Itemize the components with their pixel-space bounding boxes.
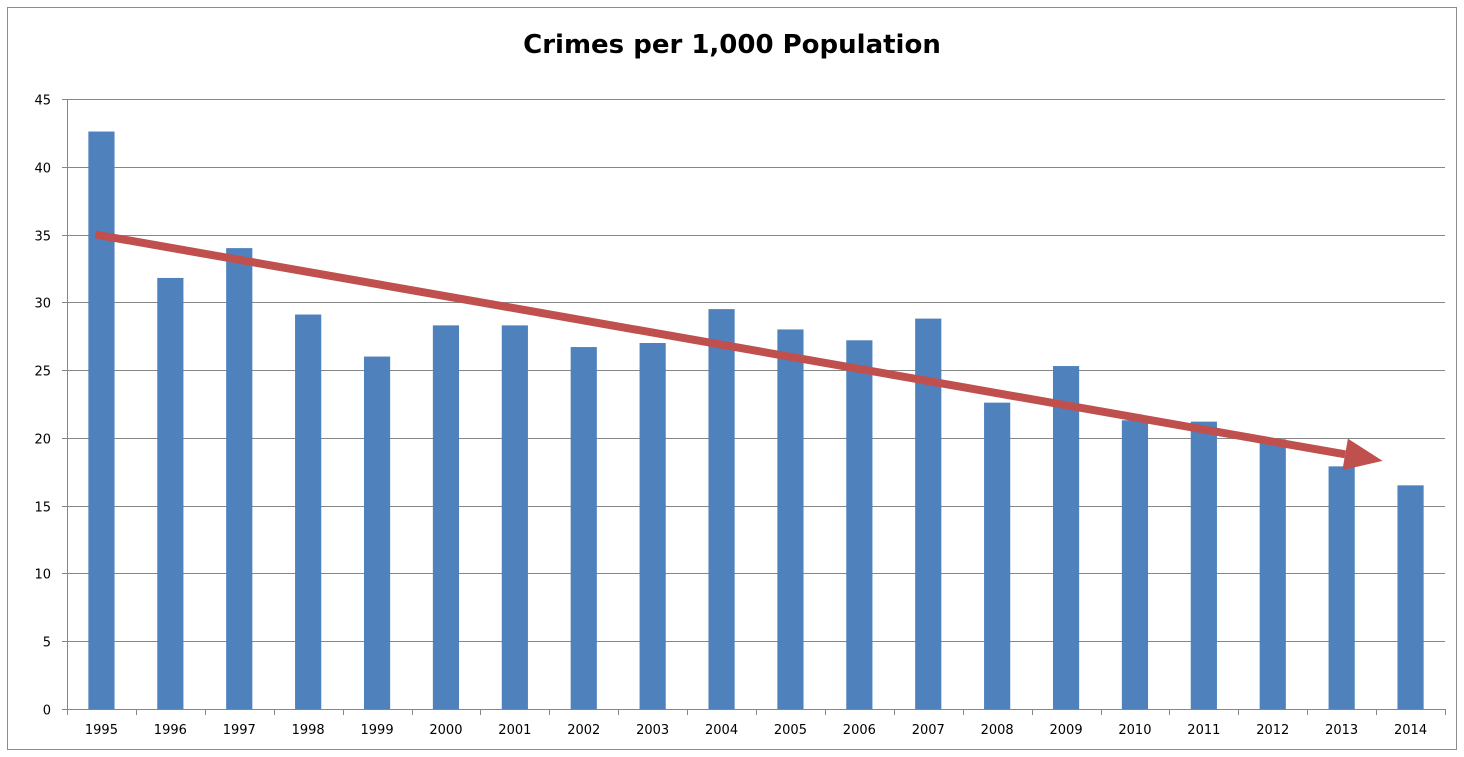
x-tick-label: 2007 (912, 723, 945, 738)
y-tick-label: 45 (34, 94, 51, 109)
chart-title: Crimes per 1,000 Population (523, 30, 941, 60)
bar (1121, 420, 1149, 709)
bar (639, 343, 666, 709)
x-tick-label: 2000 (429, 723, 462, 738)
axes (62, 99, 1446, 715)
bar (432, 325, 460, 709)
x-tick-label: 2003 (636, 723, 669, 738)
bar (295, 314, 322, 709)
bar (777, 329, 804, 709)
x-tick-label: 1996 (154, 723, 187, 738)
x-tick-label: 2004 (705, 723, 738, 738)
y-tick-label: 10 (34, 568, 51, 583)
bar (1328, 466, 1355, 709)
bar (570, 347, 597, 709)
x-tick-label: 2010 (1118, 723, 1151, 738)
x-tick-label: 2001 (498, 723, 531, 738)
bar (363, 356, 391, 709)
x-tick-label: 2006 (843, 723, 876, 738)
x-tick-label: 2008 (981, 723, 1014, 738)
x-tick-label: 1999 (361, 723, 394, 738)
bar (1052, 366, 1080, 709)
tick-labels: 0 5 10 15 20 25 30 35 40 45 1995 1996 1997 1998 1999 20… (34, 94, 1427, 739)
x-tick-label: 2014 (1394, 723, 1427, 738)
y-tick-label: 30 (34, 297, 51, 312)
bar (1397, 485, 1424, 709)
x-tick-label: 2002 (567, 723, 600, 738)
y-tick-label: 15 (34, 501, 51, 516)
y-tick-label: 25 (34, 365, 51, 380)
trend-arrow-shaft (94, 230, 1346, 459)
bar (984, 402, 1011, 709)
bar (1190, 421, 1217, 709)
bar (226, 248, 253, 709)
x-tick-label: 2011 (1187, 723, 1220, 738)
y-tick-label: 5 (43, 636, 51, 651)
x-tick-label: 1998 (292, 723, 325, 738)
x-tick-label: 1995 (85, 723, 118, 738)
x-tick-label: 2013 (1325, 723, 1358, 738)
bar (157, 277, 184, 709)
bar (846, 340, 873, 709)
y-tick-label: 0 (43, 704, 51, 719)
y-tick-label: 40 (34, 162, 51, 177)
y-tick-label: 20 (34, 433, 51, 448)
trend-arrow (94, 230, 1383, 471)
gridlines (67, 99, 1445, 642)
x-tick-label: 2009 (1050, 723, 1083, 738)
bar (708, 309, 735, 709)
bars (88, 131, 1424, 710)
y-tick-label: 35 (34, 230, 51, 245)
x-tick-label: 2005 (774, 723, 807, 738)
bar (501, 325, 528, 709)
bar (1259, 439, 1286, 709)
trend-arrow-head (1342, 438, 1383, 471)
x-tick-label: 2012 (1256, 723, 1289, 738)
x-tick-label: 1997 (223, 723, 256, 738)
bar (88, 131, 115, 710)
